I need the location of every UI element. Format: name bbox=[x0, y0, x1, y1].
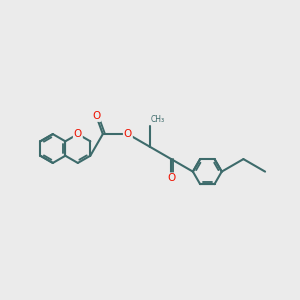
Text: O: O bbox=[167, 173, 175, 183]
Text: O: O bbox=[92, 111, 100, 121]
Text: CH₃: CH₃ bbox=[151, 116, 165, 124]
Text: O: O bbox=[124, 129, 132, 139]
Text: O: O bbox=[74, 129, 82, 139]
